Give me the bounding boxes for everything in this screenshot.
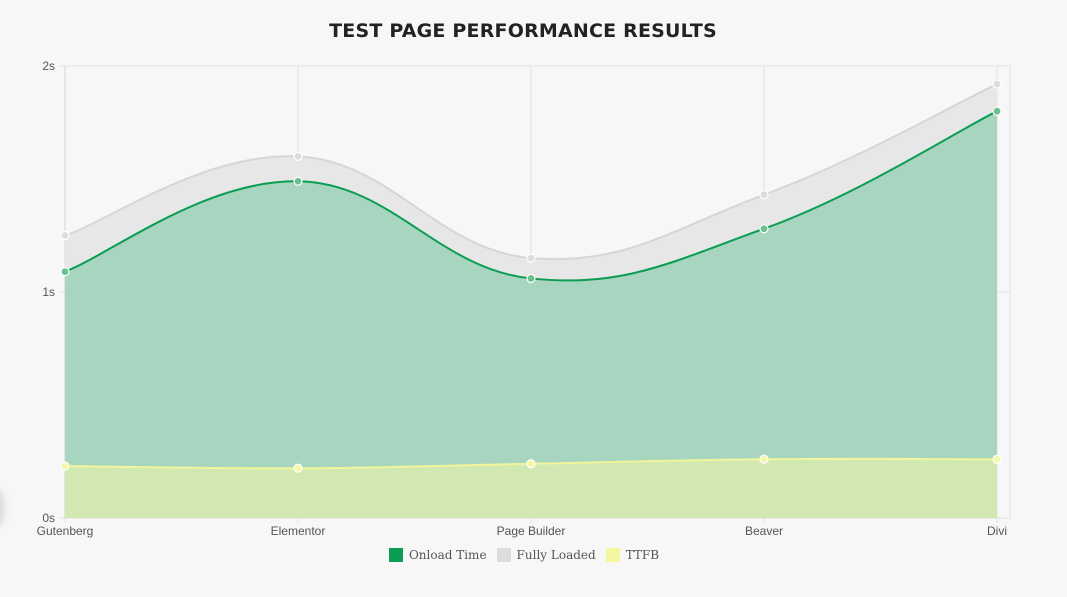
chart-legend: Onload Time Fully Loaded TTFB bbox=[0, 548, 1048, 562]
legend-item-ttfb[interactable]: TTFB bbox=[605, 548, 660, 562]
fully-loaded-point bbox=[759, 190, 769, 200]
ttfb-point bbox=[759, 454, 769, 464]
y-tick-label: 1s bbox=[42, 285, 55, 299]
onload-time-point bbox=[759, 224, 769, 234]
legend-label-fully-loaded: Fully Loaded bbox=[516, 548, 596, 562]
fully-loaded-point bbox=[992, 79, 1002, 89]
chart-title: TEST PAGE PERFORMANCE RESULTS bbox=[329, 20, 717, 42]
edge-shadow bbox=[0, 488, 4, 528]
onload-time-point bbox=[992, 106, 1002, 116]
legend-swatch-fully-loaded bbox=[496, 548, 511, 562]
ttfb-point bbox=[992, 454, 1002, 464]
ttfb-area bbox=[65, 458, 997, 518]
fully-loaded-point bbox=[60, 230, 70, 241]
fully-loaded-point bbox=[293, 151, 303, 161]
legend-item-onload[interactable]: Onload Time bbox=[388, 548, 487, 562]
legend-label-onload: Onload Time bbox=[408, 548, 487, 562]
onload-time-point bbox=[526, 273, 536, 284]
x-tick-label: Page Builder bbox=[497, 524, 566, 538]
ttfb-point bbox=[60, 461, 70, 471]
onload-time-area bbox=[65, 111, 997, 518]
x-tick-label: Elementor bbox=[271, 524, 326, 538]
legend-label-ttfb: TTFB bbox=[625, 548, 660, 562]
legend-swatch-ttfb bbox=[605, 548, 620, 562]
y-tick-label: 2s bbox=[42, 59, 55, 73]
onload-time-point bbox=[60, 267, 70, 277]
y-tick-label: 0s bbox=[42, 511, 55, 525]
ttfb-point bbox=[293, 463, 303, 473]
legend-swatch-onload bbox=[388, 548, 403, 562]
onload-time-point bbox=[293, 176, 303, 186]
legend-item-fully-loaded[interactable]: Fully Loaded bbox=[496, 548, 596, 562]
ttfb-point bbox=[526, 459, 536, 469]
x-tick-label: Beaver bbox=[745, 524, 783, 538]
fully-loaded-point bbox=[526, 253, 536, 263]
x-tick-label: Divi bbox=[987, 524, 1007, 538]
x-tick-label: Gutenberg bbox=[37, 524, 94, 538]
